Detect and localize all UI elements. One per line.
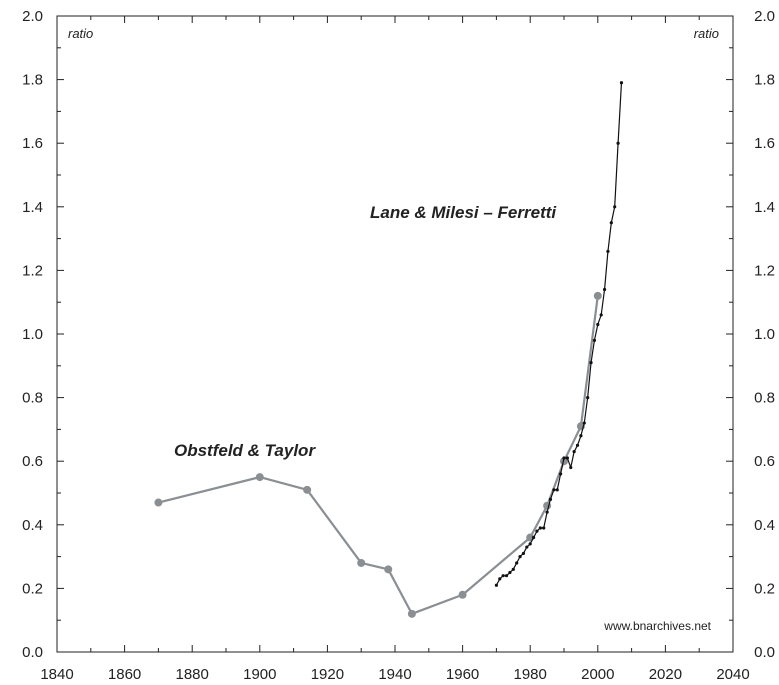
data-point-lane-milesi-ferretti <box>515 561 519 565</box>
data-point-lane-milesi-ferretti <box>582 421 586 425</box>
data-point-obstfeld-taylor <box>357 558 366 567</box>
data-point-lane-milesi-ferretti <box>508 570 512 575</box>
data-point-lane-milesi-ferretti <box>548 497 553 501</box>
y-tick-label-right: 0.2 <box>754 580 775 597</box>
y-tick-label-right: 0.6 <box>754 453 775 470</box>
x-tick-label: 1960 <box>446 666 479 683</box>
data-point-obstfeld-taylor <box>560 457 568 466</box>
data-point-lane-milesi-ferretti <box>535 529 539 533</box>
y-tick-label-left: 0.4 <box>22 517 43 534</box>
y-tick-label-left: 1.0 <box>22 326 43 343</box>
y-tick-label-right: 0.8 <box>754 390 775 407</box>
data-point-obstfeld-taylor <box>407 609 416 618</box>
x-tick-label: 1840 <box>40 666 73 683</box>
data-point-lane-milesi-ferretti <box>602 287 607 292</box>
data-point-lane-milesi-ferretti <box>609 221 613 225</box>
data-point-lane-milesi-ferretti <box>538 526 542 530</box>
data-point-lane-milesi-ferretti <box>518 555 522 559</box>
data-point-lane-milesi-ferretti <box>616 141 620 145</box>
source-label: www.bnarchives.net <box>603 619 711 633</box>
data-point-lane-milesi-ferretti <box>589 361 593 365</box>
data-point-lane-milesi-ferretti <box>572 450 576 454</box>
data-point-lane-milesi-ferretti <box>501 574 505 578</box>
data-point-lane-milesi-ferretti <box>592 338 597 342</box>
data-point-lane-milesi-ferretti <box>531 535 536 540</box>
y-tick-label-right: 0.0 <box>754 644 775 661</box>
data-point-obstfeld-taylor <box>384 565 393 574</box>
data-point-lane-milesi-ferretti <box>586 396 590 400</box>
data-point-lane-milesi-ferretti <box>579 434 583 438</box>
data-point-lane-milesi-ferretti <box>596 322 600 327</box>
x-tick-label: 2040 <box>716 666 749 683</box>
data-point-lane-milesi-ferretti <box>498 577 502 581</box>
data-point-lane-milesi-ferretti <box>559 472 563 476</box>
series-layer <box>154 81 624 618</box>
y-tick-label-left: 1.2 <box>22 262 43 279</box>
series-line-obstfeld-taylor <box>158 295 599 615</box>
y-tick-label-right: 1.0 <box>754 326 775 343</box>
data-point-obstfeld-taylor <box>255 473 264 482</box>
data-point-lane-milesi-ferretti <box>562 456 566 460</box>
data-point-lane-milesi-ferretti <box>494 583 498 587</box>
y-tick-label-left: 0.0 <box>22 644 43 661</box>
y-tick-label-left: 0.2 <box>22 580 43 597</box>
x-tick-label: 1880 <box>176 666 209 683</box>
data-point-lane-milesi-ferretti <box>521 551 526 556</box>
y-tick-label-right: 1.2 <box>754 262 775 279</box>
left-unit-label: ratio <box>68 26 93 41</box>
data-point-lane-milesi-ferretti <box>511 567 515 571</box>
data-point-obstfeld-taylor <box>154 498 163 507</box>
y-tick-label-left: 2.0 <box>22 8 43 25</box>
y-tick-label-left: 0.8 <box>22 390 43 407</box>
y-tick-label-left: 0.6 <box>22 453 43 470</box>
data-point-lane-milesi-ferretti <box>619 81 624 85</box>
x-tick-label: 1940 <box>378 666 411 683</box>
data-point-obstfeld-taylor <box>303 485 312 494</box>
axis-ticks <box>56 15 734 653</box>
data-point-lane-milesi-ferretti <box>599 313 603 317</box>
series-label-lane-milesi-ferretti: Lane & Milesi – Ferretti <box>370 203 557 222</box>
data-point-lane-milesi-ferretti <box>504 574 509 578</box>
y-tick-label-left: 1.6 <box>22 135 43 152</box>
x-tick-label: 1900 <box>243 666 276 683</box>
data-point-lane-milesi-ferretti <box>565 456 569 460</box>
data-point-lane-milesi-ferretti <box>575 443 580 447</box>
y-tick-label-left: 1.8 <box>22 72 43 89</box>
right-unit-label: ratio <box>694 26 719 41</box>
data-point-lane-milesi-ferretti <box>606 249 610 253</box>
data-point-obstfeld-taylor <box>458 590 467 599</box>
data-point-lane-milesi-ferretti <box>545 510 549 514</box>
data-point-lane-milesi-ferretti <box>525 545 529 549</box>
axis-tick-labels: 1840 1860 1880 1900 1920 1940 1960 1980 2000 2020… <box>22 8 775 683</box>
data-point-lane-milesi-ferretti <box>613 205 617 209</box>
plot-frame <box>56 15 734 653</box>
x-tick-label: 1980 <box>514 666 547 683</box>
x-tick-label: 2000 <box>581 666 614 683</box>
series-label-obstfeld-taylor: Obstfeld & Taylor <box>174 441 316 460</box>
y-tick-label-left: 1.4 <box>22 199 43 216</box>
data-point-lane-milesi-ferretti <box>569 465 573 470</box>
y-tick-label-right: 1.4 <box>754 199 775 216</box>
x-tick-label: 1920 <box>311 666 344 683</box>
y-tick-label-right: 1.8 <box>754 72 775 89</box>
data-point-lane-milesi-ferretti <box>542 526 546 530</box>
y-tick-label-right: 1.6 <box>754 135 775 152</box>
x-tick-label: 2020 <box>649 666 682 683</box>
y-tick-label-right: 2.0 <box>754 8 775 25</box>
data-point-obstfeld-taylor <box>593 291 602 300</box>
x-tick-label: 1860 <box>108 666 141 683</box>
data-point-lane-milesi-ferretti <box>555 488 559 492</box>
data-point-lane-milesi-ferretti <box>528 542 532 546</box>
y-tick-label-right: 0.4 <box>754 517 775 534</box>
data-point-lane-milesi-ferretti <box>552 488 556 492</box>
